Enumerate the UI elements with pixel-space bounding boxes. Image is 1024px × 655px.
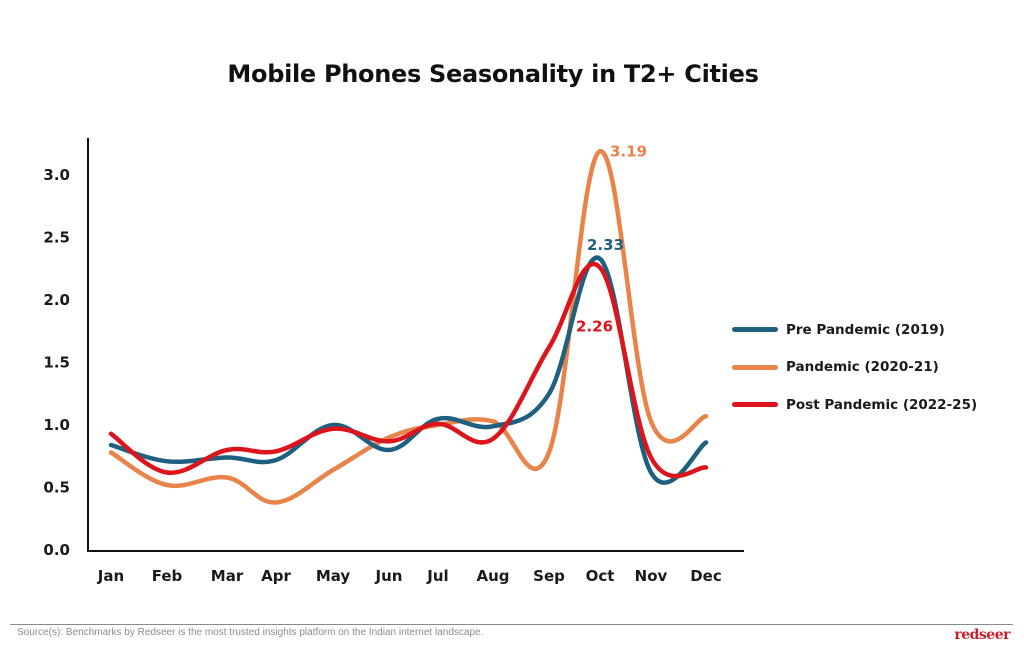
legend-swatch-pre-pandemic — [732, 327, 778, 333]
series-line-pre-pandemic — [108, 255, 709, 485]
y-tick-label: 0.0 — [43, 541, 70, 559]
legend: Pre Pandemic (2019) Pandemic (2020-21) P… — [732, 311, 977, 424]
legend-item-pre-pandemic: Pre Pandemic (2019) — [732, 311, 977, 349]
y-tick-label: 2.5 — [43, 229, 70, 247]
y-axis-ticks: 0.0 0.5 1.0 1.5 2.0 2.5 3.0 — [43, 166, 70, 559]
x-tick-label: Aug — [476, 567, 509, 585]
y-tick-label: 0.5 — [43, 479, 70, 497]
chart-title: Mobile Phones Seasonality in T2+ Cities — [227, 60, 759, 88]
x-axis-ticks: Jan Feb Mar Apr May Jun Jul Aug Sep Oct Nov Dec — [97, 567, 722, 585]
data-label-pre-pandemic: 2.33 — [587, 236, 624, 254]
x-tick-label: Oct — [586, 567, 615, 585]
series-line-pandemic — [108, 149, 709, 505]
source-note: Source(s): Benchmarks by Redseer is the … — [17, 627, 484, 638]
series-lines — [108, 149, 709, 505]
x-tick-label: Mar — [211, 567, 244, 585]
data-label-post-pandemic: 2.26 — [576, 318, 613, 336]
x-tick-label: Jan — [97, 567, 124, 585]
y-tick-label: 1.5 — [43, 354, 70, 372]
legend-swatch-post-pandemic — [732, 402, 778, 408]
footer-divider — [10, 624, 1013, 625]
y-tick-label: 2.0 — [43, 291, 70, 309]
series-line-post-pandemic — [108, 262, 709, 479]
legend-label: Pre Pandemic (2019) — [786, 321, 945, 338]
x-tick-label: Dec — [690, 567, 722, 585]
y-tick-label: 3.0 — [43, 166, 70, 184]
x-tick-label: Jul — [426, 567, 448, 585]
x-tick-label: Jun — [375, 567, 403, 585]
x-tick-label: Sep — [533, 567, 565, 585]
legend-label: Pandemic (2020-21) — [786, 359, 939, 376]
redseer-logo: redseer — [954, 627, 1010, 643]
data-label-pandemic: 3.19 — [610, 142, 647, 160]
legend-swatch-pandemic — [732, 364, 778, 370]
legend-item-post-pandemic: Post Pandemic (2022-25) — [732, 386, 977, 424]
x-tick-label: Apr — [261, 567, 291, 585]
x-tick-label: May — [316, 567, 351, 585]
legend-item-pandemic: Pandemic (2020-21) — [732, 349, 977, 387]
data-labels: 2.33 3.19 2.26 — [576, 142, 647, 335]
legend-label: Post Pandemic (2022-25) — [786, 396, 978, 413]
y-tick-label: 1.0 — [43, 416, 70, 434]
x-tick-label: Nov — [635, 567, 668, 585]
x-tick-label: Feb — [152, 567, 183, 585]
